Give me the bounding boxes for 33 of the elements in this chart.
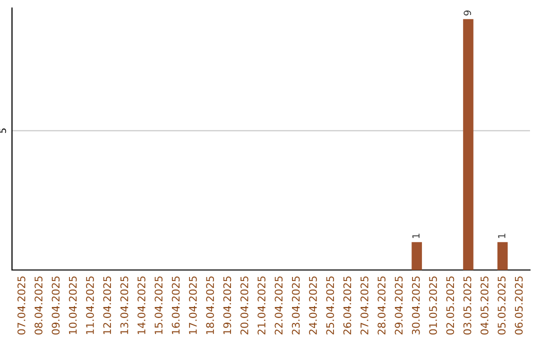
x-tick-label: 25.04.2025 [326,276,334,334]
x-tick-label: 13.04.2025 [120,276,128,334]
x-tick-label: 03.05.2025 [463,276,472,335]
x-tick-label: 01.05.2025 [429,276,437,335]
x-tick-label: 28.04.2025 [378,276,386,334]
x-tick-label: 11.04.2025 [86,276,94,334]
x-tick-label: 10.04.2025 [68,276,77,334]
data-label: 9 [464,10,472,16]
x-tick-label: 16.04.2025 [172,276,180,334]
x-tick-label: 15.04.2025 [154,276,163,334]
x-tick-label: 09.04.2025 [52,276,60,335]
x-tick-label: 17.04.2025 [188,276,197,334]
x-tick-label: 19.04.2025 [223,276,232,334]
x-tick-label: 18.04.2025 [206,276,214,334]
x-tick-label: 24.04.2025 [309,276,317,334]
x-tick-label: 07.04.2025 [17,276,26,335]
x-tick-label: 14.04.2025 [138,276,146,334]
x-tick-label: 26.04.2025 [343,276,352,334]
data-label: 1 [412,234,420,238]
x-tick-label: 29.04.2025 [394,276,403,334]
x-tick-label: 06.05.2025 [514,276,523,335]
x-tick-label: 27.04.2025 [360,276,368,334]
x-tick-label: 08.04.2025 [34,276,42,335]
x-tick-label: 30.04.2025 [412,276,420,334]
x-tick-label: 02.05.2025 [446,276,454,335]
x-tick-label: 22.04.2025 [274,276,283,334]
data-label: 1 [498,234,506,238]
x-tick-label: 04.05.2025 [480,276,488,335]
x-tick-label: 12.04.2025 [103,276,112,334]
x-tick-label: 21.04.2025 [258,276,266,334]
x-tick-label: 23.04.2025 [292,276,300,334]
x-tick-label: 05.05.2025 [498,276,506,335]
x-tick-label: 20.04.2025 [240,276,248,334]
